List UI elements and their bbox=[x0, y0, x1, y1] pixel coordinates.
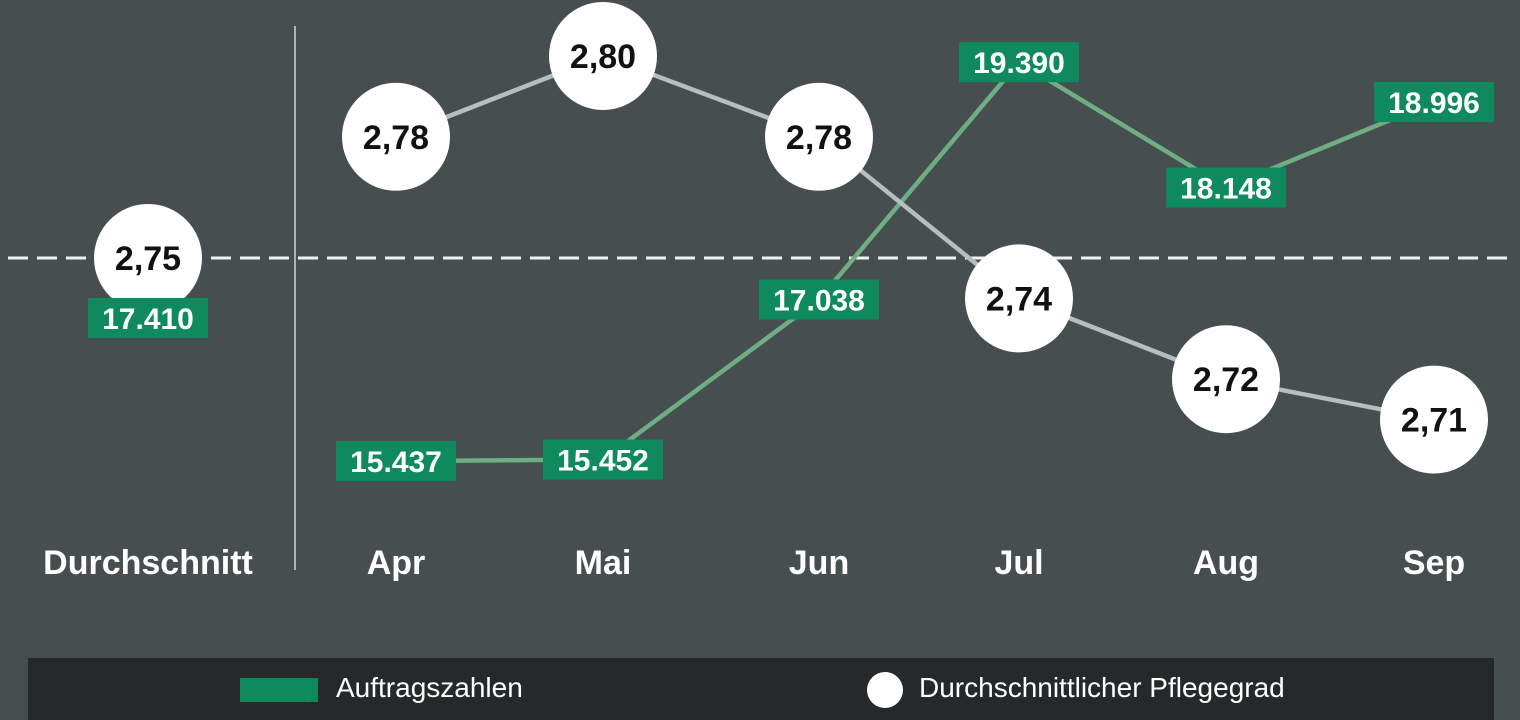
legend-label-care-level: Durchschnittlicher Pflegegrad bbox=[919, 672, 1285, 703]
orders-value-mai: 15.452 bbox=[557, 445, 649, 478]
category-label-jun: Jun bbox=[789, 544, 849, 582]
care-level-point-apr bbox=[342, 82, 450, 191]
orders-point-durchschnitt bbox=[88, 298, 208, 338]
orders-point-aug bbox=[1166, 167, 1286, 208]
orders-point-apr bbox=[336, 441, 456, 482]
category-label-aug: Aug bbox=[1193, 544, 1259, 582]
orders-value-aug: 18.148 bbox=[1180, 173, 1272, 206]
category-label-mai: Mai bbox=[575, 544, 632, 582]
orders-point-jun bbox=[759, 279, 879, 320]
care-level-point-jul bbox=[965, 244, 1073, 353]
care-level-value-jun: 2,78 bbox=[786, 119, 852, 157]
orders-value-apr: 15.437 bbox=[350, 446, 442, 479]
care-level-value-mai: 2,80 bbox=[570, 38, 636, 76]
category-label-durchschnitt: Durchschnitt bbox=[43, 544, 253, 582]
category-label-apr: Apr bbox=[367, 544, 426, 582]
legend-swatch-care-level bbox=[867, 672, 903, 708]
category-label-sep: Sep bbox=[1403, 544, 1465, 582]
care-level-value-apr: 2,78 bbox=[363, 119, 429, 157]
care-level-point-sep bbox=[1380, 365, 1488, 474]
care-level-point-jun bbox=[765, 82, 873, 191]
orders-point-jul bbox=[959, 42, 1079, 83]
care-level-value-jul: 2,74 bbox=[986, 280, 1052, 318]
legend: Auftragszahlen Durchschnittlicher Pflege… bbox=[28, 658, 1494, 720]
orders-point-mai bbox=[543, 439, 663, 480]
orders-point-sep bbox=[1374, 81, 1494, 122]
care-level-series-line bbox=[395, 53, 1435, 422]
orders-value-jun: 17.038 bbox=[773, 285, 865, 318]
orders-value-sep: 18.996 bbox=[1388, 87, 1480, 120]
care-level-point-mai bbox=[549, 2, 657, 110]
orders-series-line bbox=[395, 59, 1435, 464]
care-level-point-durchschnitt bbox=[94, 204, 202, 312]
orders-value-durchschnitt: 17.410 bbox=[102, 303, 194, 336]
care-level-point-aug bbox=[1172, 325, 1280, 434]
legend-label-orders: Auftragszahlen bbox=[336, 672, 523, 703]
care-level-value-aug: 2,72 bbox=[1193, 361, 1259, 399]
orders-value-jul: 19.390 bbox=[973, 47, 1065, 80]
category-label-jul: Jul bbox=[994, 544, 1043, 582]
care-level-value-durchschnitt: 2,75 bbox=[115, 240, 181, 278]
legend-swatch-orders bbox=[240, 678, 318, 702]
care-level-value-sep: 2,71 bbox=[1401, 402, 1467, 440]
